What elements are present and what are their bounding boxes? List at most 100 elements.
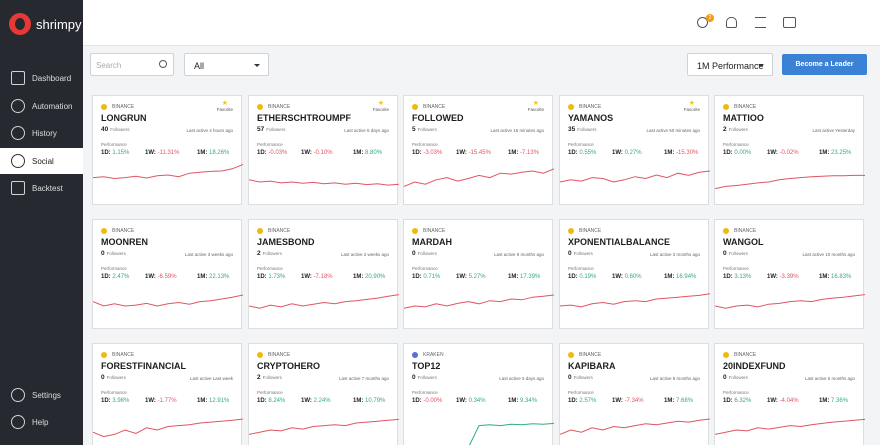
leader-card[interactable]: BINANCE WANGOL 0 Followers Last active 10 mo… bbox=[714, 219, 865, 329]
leader-name[interactable]: FORESTFINANCIAL bbox=[101, 361, 186, 371]
leader-card[interactable]: BINANCE ★ Favorite ETHERSCHTROUMPF 57 Followe… bbox=[248, 95, 399, 205]
perf-1d-value: 0.19% bbox=[579, 274, 597, 280]
leader-name[interactable]: FOLLOWED bbox=[412, 113, 464, 123]
perf-1d-value: -0.00% bbox=[423, 398, 443, 404]
filter-value: All bbox=[194, 61, 205, 71]
leader-name[interactable]: YAMANOS bbox=[568, 113, 614, 123]
perf-1w-label: 1W: bbox=[301, 150, 312, 156]
leader-name[interactable]: XPONENTIALBALANCE bbox=[568, 237, 671, 247]
sparkline-path bbox=[715, 294, 865, 309]
star-icon: ★ bbox=[532, 100, 539, 107]
bell-icon[interactable] bbox=[726, 17, 737, 28]
perf-1d: 1D: 3.98% bbox=[101, 398, 129, 404]
last-active: Last active 3 months ago bbox=[649, 252, 700, 257]
performance-sparkline bbox=[93, 294, 243, 307]
followers-label: Followers bbox=[728, 127, 748, 132]
perf-1w-label: 1W: bbox=[145, 398, 156, 404]
follower-count: 2 Followers bbox=[257, 374, 282, 381]
performance-label: Performance bbox=[101, 142, 127, 147]
leader-card[interactable]: BINANCE MARDAH 0 Followers Last active 9 mon… bbox=[403, 219, 554, 329]
search-input[interactable]: Search bbox=[90, 53, 174, 76]
sparkline-path bbox=[404, 168, 554, 187]
last-active: Last active 6 days ago bbox=[344, 128, 389, 133]
leader-name[interactable]: WANGOL bbox=[723, 237, 764, 247]
sort-select[interactable]: 1M Performance bbox=[687, 53, 773, 76]
performance-label: Performance bbox=[101, 266, 127, 271]
sidebar-item-history[interactable]: History bbox=[0, 120, 83, 146]
leader-name[interactable]: 20INDEXFUND bbox=[723, 361, 786, 371]
leader-card[interactable]: BINANCE MATTIOO 2 Followers Last active Yest… bbox=[714, 95, 865, 205]
sidebar-item-automation[interactable]: Automation bbox=[0, 93, 83, 119]
last-active: Last active 3 weeks ago bbox=[184, 252, 233, 257]
chat-icon[interactable] bbox=[697, 17, 708, 28]
favorite-toggle[interactable]: ★ Favorite bbox=[373, 100, 389, 113]
leader-name[interactable]: MARDAH bbox=[412, 237, 452, 247]
sidebar-item-social[interactable]: Social bbox=[0, 148, 83, 174]
follower-number: 0 bbox=[412, 374, 416, 381]
perf-1m-value: 7.36% bbox=[831, 398, 849, 404]
leader-card[interactable]: BINANCE 20INDEXFUND 0 Followers Last active … bbox=[714, 343, 865, 445]
sparkline-path bbox=[715, 418, 865, 435]
leader-card[interactable]: BINANCE FORESTFINANCIAL 0 Followers Last act… bbox=[92, 343, 243, 445]
perf-1d-label: 1D: bbox=[412, 274, 422, 280]
leader-name[interactable]: MOONREN bbox=[101, 237, 148, 247]
perf-1m-label: 1M: bbox=[197, 398, 208, 404]
perf-1m: 1M: 22.13% bbox=[197, 274, 229, 280]
perf-1w-value: -7.18% bbox=[313, 274, 333, 280]
perf-1d: 1D: 0.71% bbox=[412, 274, 440, 280]
leader-card[interactable]: BINANCE ★ Favorite FOLLOWED 5 Followers Last a… bbox=[403, 95, 554, 205]
follower-number: 40 bbox=[101, 126, 109, 133]
wallet-icon[interactable] bbox=[783, 17, 796, 28]
leader-card[interactable]: BINANCE XPONENTIALBALANCE 0 Followers Last a… bbox=[559, 219, 710, 329]
performance-label: Performance bbox=[257, 390, 283, 395]
leader-card[interactable]: BINANCE ★ Favorite LONGRUN 40 Followers Last a… bbox=[92, 95, 243, 205]
favorite-toggle[interactable]: ★ Favorite bbox=[684, 100, 700, 113]
last-active: Last active 4 hours ago bbox=[186, 128, 233, 133]
gear-icon bbox=[11, 388, 25, 402]
perf-1d-value: 3.98% bbox=[112, 398, 130, 404]
favorite-toggle[interactable]: ★ Favorite bbox=[217, 100, 233, 113]
leader-name[interactable]: CRYPTOHERO bbox=[257, 361, 321, 371]
leader-card[interactable]: BINANCE KAPIBARA 0 Followers Last active 5 m… bbox=[559, 343, 710, 445]
leader-card[interactable]: BINANCE CRYPTOHERO 2 Followers Last active 7… bbox=[248, 343, 399, 445]
leader-card[interactable]: BINANCE JAMESBOND 2 Followers Last active 2 … bbox=[248, 219, 399, 329]
leader-name[interactable]: KAPIBARA bbox=[568, 361, 616, 371]
leader-name[interactable]: LONGRUN bbox=[101, 113, 147, 123]
performance-label: Performance bbox=[723, 390, 749, 395]
leader-name[interactable]: TOP12 bbox=[412, 361, 441, 371]
sort-value: 1M Performance bbox=[697, 61, 764, 71]
perf-1m: 1M: 10.79% bbox=[353, 398, 385, 404]
leader-name[interactable]: ETHERSCHTROUMPF bbox=[257, 113, 351, 123]
leader-card[interactable]: BINANCE ★ Favorite YAMANOS 35 Followers Last a… bbox=[559, 95, 710, 205]
perf-1m-label: 1M: bbox=[353, 274, 364, 280]
sidebar-item-settings[interactable]: Settings bbox=[0, 382, 83, 408]
performance-sparkline bbox=[715, 174, 865, 190]
logo[interactable]: shrimpy bbox=[9, 13, 82, 35]
exchange-icon bbox=[723, 228, 729, 234]
leader-name[interactable]: MATTIOO bbox=[723, 113, 764, 123]
followers-label: Followers bbox=[262, 251, 282, 256]
perf-1d-value: 0.71% bbox=[423, 274, 441, 280]
perf-1m-value: 8.80% bbox=[365, 150, 383, 156]
search-icon[interactable] bbox=[159, 60, 167, 68]
performance-label: Performance bbox=[412, 142, 438, 147]
sidebar-item-dashboard[interactable]: Dashboard bbox=[0, 65, 83, 91]
leader-card[interactable]: KRAKEN TOP12 0 Followers Last active 5 days … bbox=[403, 343, 554, 445]
follower-number: 0 bbox=[723, 374, 727, 381]
leader-name[interactable]: JAMESBOND bbox=[257, 237, 315, 247]
exchange-label: BINANCE bbox=[101, 104, 134, 110]
perf-1m-label: 1M: bbox=[197, 150, 208, 156]
become-leader-button[interactable]: Become a Leader bbox=[782, 54, 867, 75]
filter-select[interactable]: All bbox=[184, 53, 269, 76]
performance-label: Performance bbox=[412, 266, 438, 271]
exchange-label: BINANCE bbox=[412, 104, 445, 110]
favorite-toggle[interactable]: ★ Favorite bbox=[528, 100, 544, 113]
leader-card[interactable]: BINANCE MOONREN 0 Followers Last active 3 we… bbox=[92, 219, 243, 329]
sidebar-item-backtest[interactable]: Backtest bbox=[0, 175, 83, 201]
exchange-label: BINANCE bbox=[257, 352, 290, 358]
perf-1w-value: -0.10% bbox=[313, 150, 333, 156]
exchange-icon[interactable] bbox=[755, 17, 766, 28]
perf-1m-value: 16.83% bbox=[831, 274, 852, 280]
history-icon bbox=[11, 126, 25, 140]
sidebar-item-help[interactable]: Help bbox=[0, 409, 83, 435]
